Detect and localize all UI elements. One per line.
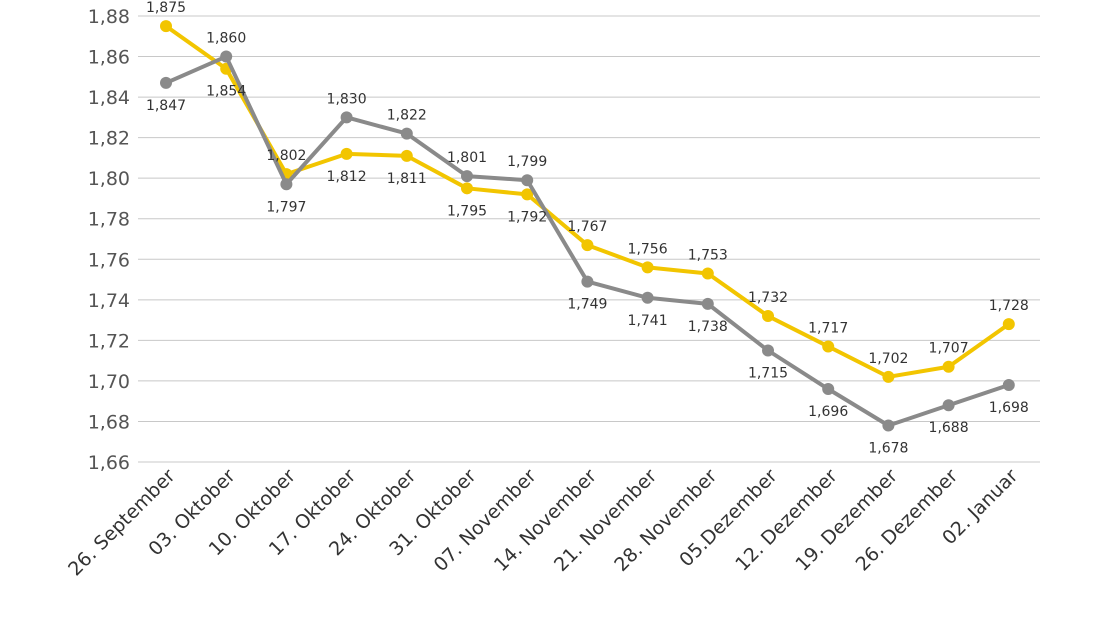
y-tick-label: 1,88 <box>88 6 130 28</box>
data-point-yellow <box>581 239 594 252</box>
y-tick-label: 1,68 <box>88 411 130 433</box>
data-point-yellow <box>762 310 774 323</box>
data-point-gray <box>882 419 895 432</box>
data-point-yellow <box>882 370 895 383</box>
data-point-yellow <box>400 149 413 162</box>
data-point-yellow <box>701 267 714 280</box>
x-tick-label: 28. November <box>610 465 721 576</box>
data-labels: 1,875 1,854 1,802 1,812 1,811 1,795 1,792 1,767… <box>146 0 1029 456</box>
data-label-yellow: 1,802 <box>266 148 306 164</box>
data-label-gray: 1,738 <box>688 319 728 335</box>
data-point-gray <box>400 127 413 140</box>
x-tick-label: 26. September <box>64 465 180 581</box>
data-point-yellow <box>641 261 654 274</box>
data-label-yellow: 1,753 <box>688 247 728 263</box>
data-point-gray <box>461 170 473 183</box>
data-point-yellow <box>340 147 353 160</box>
y-tick-label: 1,66 <box>88 452 130 474</box>
data-point-yellow <box>822 340 835 353</box>
x-tick-label: 12. Dezember <box>731 465 842 576</box>
data-label-gray: 1,749 <box>567 297 607 313</box>
y-tick-label: 1,86 <box>88 47 130 69</box>
y-tick-label: 1,74 <box>88 290 130 312</box>
data-label-yellow: 1,875 <box>146 0 186 16</box>
data-label-yellow: 1,732 <box>748 290 788 306</box>
series-lines <box>160 20 1015 432</box>
y-tick-label: 1,72 <box>88 330 130 352</box>
data-label-yellow: 1,717 <box>808 320 848 336</box>
data-point-yellow <box>521 188 534 201</box>
data-point-gray <box>160 76 172 89</box>
data-point-gray <box>762 344 774 357</box>
data-label-yellow: 1,707 <box>929 341 969 357</box>
x-tick-label: 14. November <box>490 465 601 576</box>
data-label-gray: 1,799 <box>507 154 547 170</box>
data-point-yellow <box>461 182 473 195</box>
data-label-gray: 1,678 <box>868 441 908 457</box>
data-label-yellow: 1,702 <box>868 351 908 367</box>
data-label-gray: 1,822 <box>387 108 427 124</box>
data-point-gray <box>220 50 233 63</box>
data-label-gray: 1,860 <box>206 31 246 47</box>
data-label-gray: 1,797 <box>266 199 306 215</box>
data-point-gray <box>641 291 654 304</box>
data-label-gray: 1,696 <box>808 404 848 420</box>
data-point-yellow <box>1002 318 1015 331</box>
data-point-gray <box>701 297 714 310</box>
x-tick-label: 07. November <box>430 465 541 576</box>
data-label-yellow: 1,811 <box>387 171 427 187</box>
data-point-gray <box>822 383 835 396</box>
x-tick-label: 26. Dezember <box>852 465 963 576</box>
data-point-gray <box>280 178 293 191</box>
y-tick-label: 1,76 <box>88 249 130 271</box>
data-point-gray <box>942 399 955 412</box>
data-point-gray <box>581 275 594 288</box>
data-label-yellow: 1,728 <box>989 298 1029 314</box>
data-label-yellow: 1,792 <box>507 209 547 225</box>
data-label-gray: 1,847 <box>146 98 186 114</box>
x-tick-label: 19. Dezember <box>791 465 902 576</box>
data-label-gray: 1,698 <box>989 400 1029 416</box>
data-point-yellow <box>942 360 955 373</box>
y-axis-tick-labels: 1,66 1,68 1,70 1,72 1,74 1,76 1,78 1,80 1,82 1,84… <box>88 6 130 474</box>
data-label-yellow: 1,854 <box>206 84 246 100</box>
data-label-yellow: 1,795 <box>447 203 487 219</box>
data-point-gray <box>521 174 534 187</box>
y-tick-label: 1,84 <box>88 87 130 109</box>
data-label-gray: 1,688 <box>929 420 969 436</box>
data-label-yellow: 1,767 <box>567 219 607 235</box>
data-label-gray: 1,715 <box>748 366 788 382</box>
data-label-yellow: 1,756 <box>628 241 668 257</box>
data-point-gray <box>1002 378 1015 391</box>
data-label-gray: 1,830 <box>327 91 367 107</box>
data-label-yellow: 1,812 <box>327 169 367 185</box>
y-tick-label: 1,78 <box>88 209 130 231</box>
y-tick-label: 1,70 <box>88 371 130 393</box>
data-label-gray: 1,741 <box>628 313 668 329</box>
data-point-yellow <box>160 20 172 33</box>
x-tick-label: 21. November <box>550 465 661 576</box>
gridlines <box>138 15 1040 463</box>
y-tick-label: 1,80 <box>88 168 130 190</box>
data-label-gray: 1,801 <box>447 150 487 166</box>
data-point-gray <box>340 111 353 124</box>
y-tick-label: 1,82 <box>88 128 130 150</box>
